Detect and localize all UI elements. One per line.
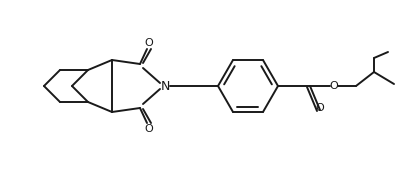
Text: O: O — [329, 81, 337, 91]
Text: O: O — [144, 38, 153, 48]
Text: O: O — [315, 103, 324, 113]
Text: O: O — [144, 124, 153, 134]
Text: N: N — [160, 79, 169, 93]
